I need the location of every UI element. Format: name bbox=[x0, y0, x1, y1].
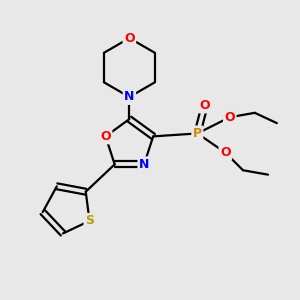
Text: O: O bbox=[200, 99, 210, 112]
Text: S: S bbox=[85, 214, 94, 227]
Text: O: O bbox=[100, 130, 111, 143]
Text: N: N bbox=[139, 158, 149, 171]
Text: O: O bbox=[220, 146, 231, 159]
Text: P: P bbox=[193, 127, 202, 140]
Text: O: O bbox=[224, 111, 235, 124]
Text: N: N bbox=[124, 91, 135, 103]
Text: O: O bbox=[124, 32, 135, 45]
